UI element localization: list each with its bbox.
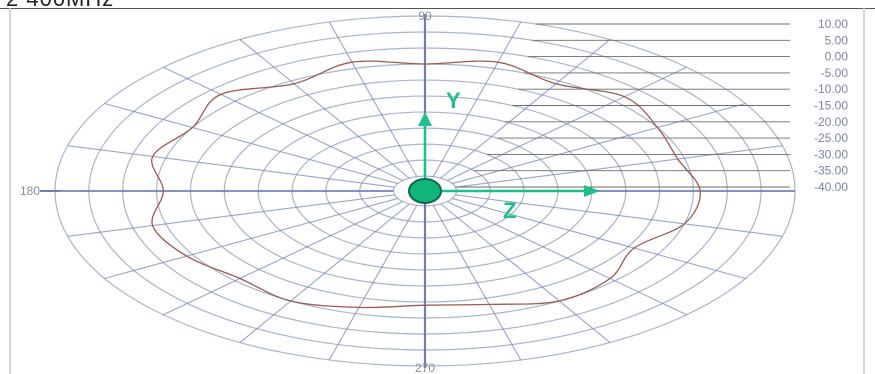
grid-spoke	[440, 203, 611, 343]
labels-layer: 10.00 5.00 0.00 -5.00 -10.00 -15.00 -20.00 -25.…	[20, 9, 848, 374]
grid-spoke	[452, 102, 746, 185]
z-axis-label: Z	[503, 198, 516, 223]
y-arrow-head	[418, 112, 432, 126]
angle-label-90: 90	[418, 9, 432, 23]
grid-spoke	[447, 66, 687, 181]
ring-tick-label: 0.00	[825, 50, 849, 64]
ring-tick-label: -10.00	[814, 82, 848, 96]
grid-spoke	[163, 66, 403, 181]
ring-tick-label: -5.00	[821, 66, 849, 80]
grid-spoke	[455, 194, 783, 237]
axes-layer: YZ	[408, 88, 600, 223]
grid-spokes	[40, 14, 795, 368]
angle-label-270: 270	[415, 361, 435, 374]
ring-label-leaders	[455, 23, 790, 188]
ring-tick-label: -15.00	[814, 99, 848, 113]
grid-spoke	[447, 201, 687, 316]
chart-title: 2 400MHz	[6, 0, 114, 10]
grid-spoke	[239, 203, 410, 343]
grid-spoke	[432, 205, 522, 361]
pattern-curve	[151, 60, 701, 309]
grid-spoke	[432, 21, 522, 177]
z-arrow-head	[584, 185, 600, 197]
grid-spoke	[452, 197, 746, 280]
grid-spoke	[67, 145, 395, 188]
angle-label-180: 180	[20, 184, 40, 198]
grid-spoke	[163, 201, 403, 316]
grid-spoke	[440, 39, 611, 179]
grid-spoke	[328, 205, 418, 361]
grid-spoke	[455, 145, 783, 188]
ring-tick-label: 10.00	[818, 17, 848, 31]
ring-tick-label: -30.00	[814, 147, 848, 161]
ring-tick-label: -40.00	[814, 180, 848, 194]
center-dot	[408, 178, 442, 204]
ring-tick-label: -35.00	[814, 164, 848, 178]
ring-tick-label: -25.00	[814, 131, 848, 145]
grid-spoke	[239, 39, 410, 179]
grid-spoke	[104, 102, 398, 185]
grid-spoke	[67, 194, 395, 237]
grid-spoke	[328, 21, 418, 177]
grid-spoke	[104, 197, 398, 280]
y-axis-label: Y	[446, 88, 461, 113]
pattern-layer	[151, 60, 701, 309]
ring-tick-label: 5.00	[825, 33, 849, 47]
ring-tick-label: -20.00	[814, 115, 848, 129]
